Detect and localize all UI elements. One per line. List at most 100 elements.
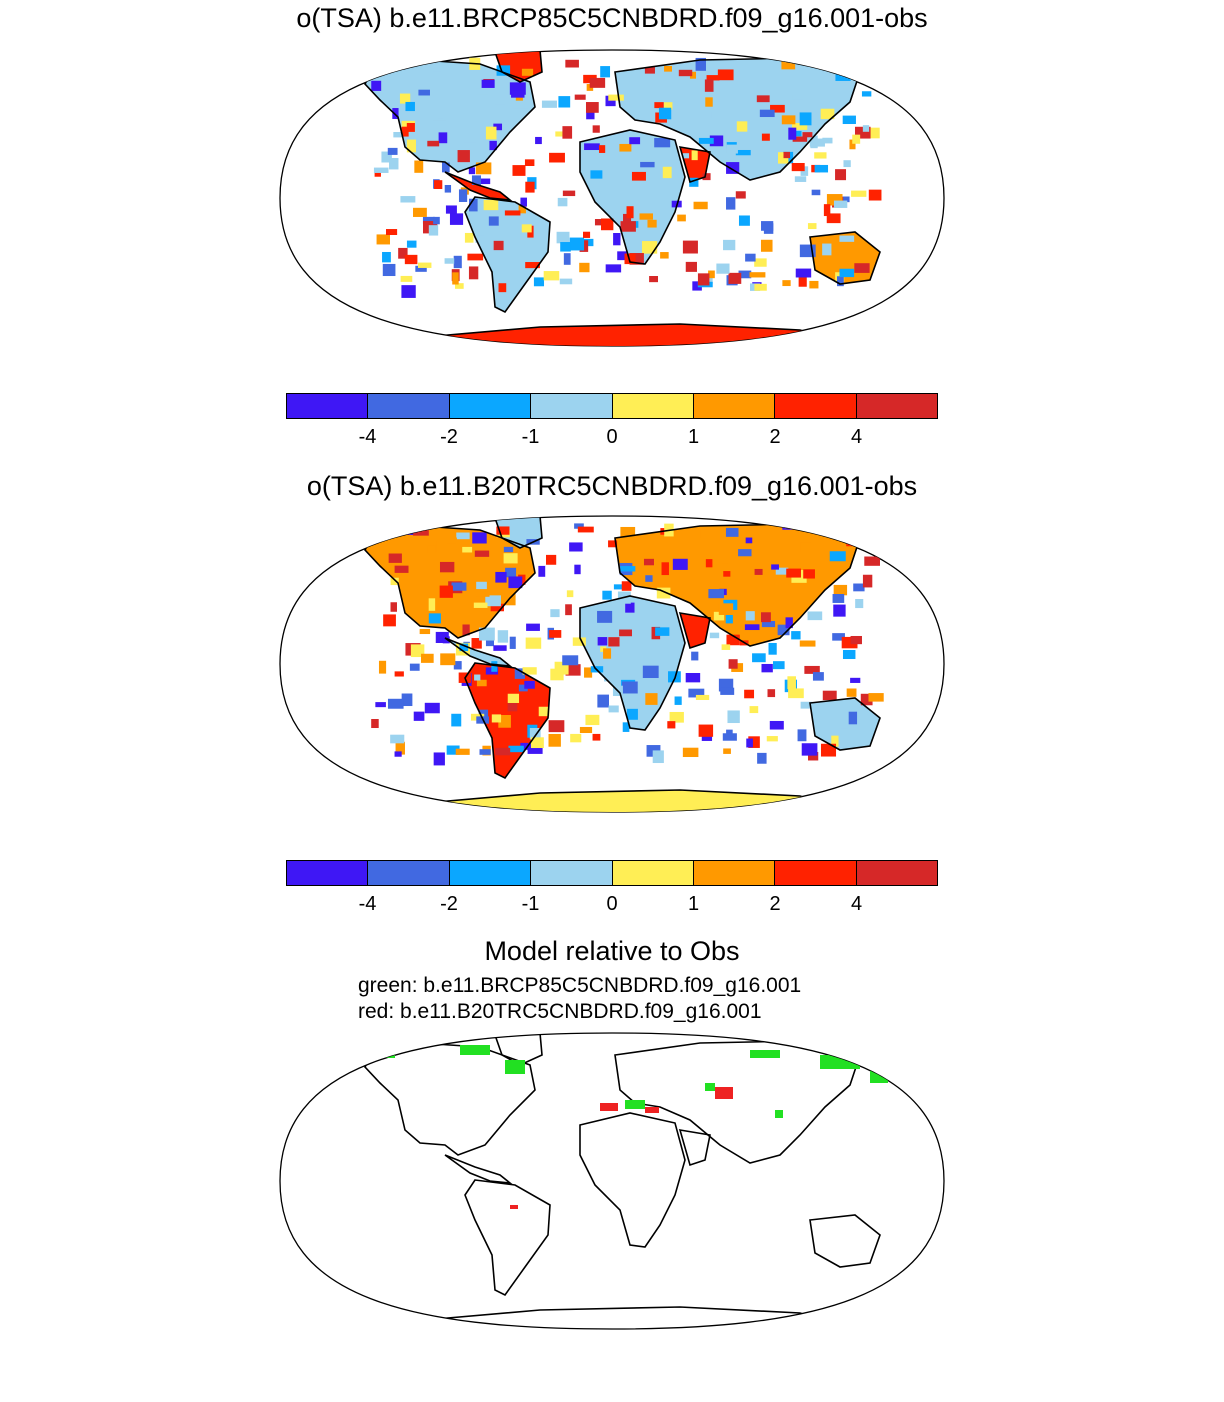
anomaly-cell [495, 747, 511, 756]
anomaly-cell [785, 617, 793, 629]
anomaly-cell [862, 574, 873, 588]
anomaly-cell [704, 79, 714, 92]
anomaly-cell [761, 612, 771, 623]
anomaly-cell [669, 711, 684, 723]
anomaly-cell [854, 263, 870, 273]
anomaly-cell [629, 253, 644, 265]
anomaly-cell [626, 206, 634, 219]
anomaly-cell [868, 127, 880, 139]
coastline [579, 1112, 686, 1248]
anomaly-cell [722, 555, 729, 564]
anomaly-cell [498, 715, 511, 728]
anomaly-cell [579, 726, 593, 734]
anomaly-cell [427, 140, 440, 147]
anomaly-cell [585, 714, 600, 726]
panel3-map [279, 1032, 945, 1330]
anomaly-cell [861, 91, 872, 97]
anomaly-cell [838, 196, 850, 203]
anomaly-cell [419, 628, 431, 635]
anomaly-cell [788, 127, 797, 140]
anomaly-cell [514, 668, 525, 679]
coastline [678, 1129, 711, 1167]
anomaly-cell [527, 743, 543, 754]
anomaly-cell [754, 258, 767, 267]
anomaly-cell [485, 634, 495, 647]
anomaly-cell [562, 126, 573, 139]
anomaly-cell [792, 130, 802, 137]
anomaly-cell [781, 59, 796, 70]
anomaly-cell [533, 277, 545, 287]
anomaly-cell [388, 553, 402, 563]
anomaly-cell [452, 272, 459, 285]
anomaly-cell [410, 644, 425, 658]
anomaly-cell [745, 537, 753, 544]
anomaly-cell [619, 629, 632, 637]
anomaly-cell [791, 162, 805, 172]
anomaly-cell [376, 234, 390, 245]
anomaly-cell [820, 108, 835, 120]
anomaly-cell [826, 213, 841, 224]
coastline [678, 146, 711, 184]
anomaly-cell [600, 66, 611, 78]
anomaly-cell [565, 604, 572, 616]
anomaly-cell [674, 696, 682, 705]
anomaly-cell [769, 720, 784, 730]
anomaly-cell [562, 190, 576, 197]
anomaly-cell [437, 110, 444, 119]
anomaly-cell [559, 278, 573, 285]
anomaly-cell [406, 139, 417, 153]
anomaly-cell [485, 126, 497, 140]
anomaly-cell [505, 567, 517, 578]
anomaly-cell [695, 694, 710, 701]
anomaly-cell [597, 637, 608, 646]
anomaly-cell [566, 590, 574, 598]
anomaly-cell [786, 568, 801, 578]
anomaly-cell [382, 263, 396, 277]
anomaly-cell [406, 122, 415, 132]
anomaly-cell [810, 135, 818, 149]
anomaly-cell [760, 239, 773, 252]
anomaly-cell [479, 749, 491, 755]
anomaly-cell [708, 270, 715, 279]
anomaly-cell [414, 160, 424, 173]
anomaly-cell [723, 239, 736, 251]
anomaly-cell [787, 676, 796, 690]
anomaly-cell [703, 578, 719, 590]
anomaly-cell [436, 540, 448, 553]
colorbar-swatch [530, 860, 613, 886]
anomaly-cell [812, 672, 824, 681]
anomaly-cell [748, 736, 760, 748]
anomaly-cell [503, 546, 514, 553]
anomaly-cell [589, 77, 606, 88]
anomaly-cell [677, 214, 686, 222]
comparison-cell [460, 1045, 490, 1055]
colorbar-tick-label: 2 [769, 893, 781, 915]
anomaly-cell [574, 564, 581, 575]
colorbar-swatch [855, 393, 938, 419]
comparison-cell [510, 1205, 518, 1209]
anomaly-cell [563, 253, 571, 265]
anomaly-cell [520, 197, 527, 207]
anomaly-cell [524, 680, 535, 689]
anomaly-cell [831, 735, 839, 747]
anomaly-cell [455, 748, 470, 755]
anomaly-cell [726, 729, 733, 736]
anomaly-cell [718, 603, 734, 615]
anomaly-cell [401, 285, 416, 298]
anomaly-cell [768, 642, 777, 655]
anomaly-cell [518, 204, 526, 214]
anomaly-cell [475, 589, 490, 597]
anomaly-cell [833, 200, 848, 208]
anomaly-cell [550, 668, 564, 681]
anomaly-cell [471, 175, 482, 185]
anomaly-cell [449, 213, 464, 225]
anomaly-cell [495, 571, 507, 583]
anomaly-cell [685, 261, 697, 272]
anomaly-cell [800, 542, 812, 553]
anomaly-cell [744, 689, 755, 699]
anomaly-cell [459, 643, 469, 652]
anomaly-cell [656, 587, 671, 599]
anomaly-cell [782, 280, 791, 287]
colorbar-tick-label: 0 [606, 893, 618, 915]
panel2-map [279, 515, 945, 813]
